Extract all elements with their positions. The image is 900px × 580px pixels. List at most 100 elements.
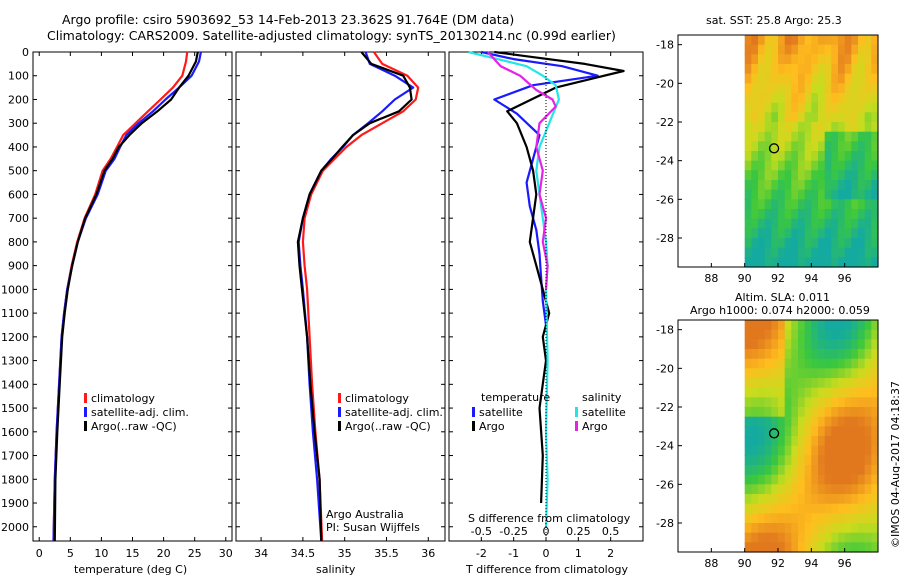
- sst-map-cell: [778, 238, 786, 249]
- sla-map-cell: [838, 368, 846, 379]
- sla-map-cell: [798, 339, 806, 350]
- sla-map-cell: [764, 387, 772, 398]
- sla-map-cell: [771, 542, 779, 553]
- temperature-legend-label: Argo(..raw -QC): [91, 420, 177, 433]
- sst-map-cell: [831, 64, 839, 75]
- sla-map-cell: [758, 465, 766, 476]
- sst-map-cell: [758, 54, 766, 65]
- sla-map-cell: [798, 349, 806, 360]
- sst-map-ytick-label: -22: [656, 116, 674, 129]
- sla-map-cell: [804, 339, 812, 350]
- sla-map-cell: [864, 455, 872, 466]
- sst-map-cell: [751, 209, 759, 220]
- sla-map-cell: [871, 465, 879, 476]
- differences-xtick-label: 2: [607, 547, 614, 560]
- sla-map-cell: [791, 484, 799, 495]
- sst-map-cell: [858, 131, 866, 142]
- sst-map-cell: [824, 151, 832, 162]
- depth-tick-label: 0: [22, 46, 29, 59]
- sla-map-cell: [838, 358, 846, 369]
- sst-map-cell: [744, 54, 752, 65]
- sla-map-cell: [791, 358, 799, 369]
- sst-map-cell: [824, 64, 832, 75]
- diff-temperature-legend-swatch: [472, 407, 475, 417]
- sla-map-cell: [778, 494, 786, 505]
- sst-map-cell: [764, 257, 772, 268]
- sla-map-cell: [744, 503, 752, 514]
- sst-map-cell: [778, 83, 786, 94]
- sla-map-cell: [764, 320, 772, 331]
- sla-map-cell: [758, 329, 766, 340]
- sst-map-cell: [804, 93, 812, 104]
- sla-map-cell: [784, 329, 792, 340]
- sst-map-cell: [798, 54, 806, 65]
- sst-map-cell: [864, 83, 872, 94]
- sla-map-cell: [851, 455, 859, 466]
- sla-map-cell: [744, 387, 752, 398]
- sla-map-cell: [758, 474, 766, 485]
- sst-map-cell: [751, 44, 759, 55]
- sla-map-cell: [771, 513, 779, 524]
- sla-map-cell: [751, 465, 759, 476]
- sla-map-cell: [751, 407, 759, 418]
- sst-map-cell: [871, 112, 879, 123]
- sst-map-cell: [791, 112, 799, 123]
- temperature-xtick-label: 20: [157, 547, 171, 560]
- sla-map-cell: [818, 513, 826, 524]
- sla-map-cell: [758, 494, 766, 505]
- sla-map-cell: [864, 416, 872, 427]
- temperature-xtick-label: 30: [219, 547, 233, 560]
- sst-map-cell: [864, 112, 872, 123]
- sla-map-cell: [831, 436, 839, 447]
- sst-map-cell: [784, 180, 792, 191]
- credit-label: ©IMOS 04-Aug-2017 04:18:37: [889, 381, 900, 548]
- sst-map-cell: [744, 122, 752, 133]
- sst-map-cell: [844, 160, 852, 171]
- sla-map-cell: [804, 494, 812, 505]
- sla-map-cell: [764, 523, 772, 534]
- diff-salinity-legend-swatch: [575, 421, 578, 431]
- sla-map-cell: [838, 339, 846, 350]
- sla-map-cell: [798, 455, 806, 466]
- temperature-xlabel: temperature (deg C): [74, 563, 188, 576]
- sla-map-cell: [858, 523, 866, 534]
- depth-tick-label: 1000: [1, 283, 29, 296]
- salinity-xtick-label: 36: [421, 547, 435, 560]
- sla-map-cell: [764, 513, 772, 524]
- sst-map-cell: [751, 35, 759, 46]
- sst-map-cell: [798, 35, 806, 46]
- sla-map-cell: [824, 532, 832, 543]
- sst-map-cell: [844, 189, 852, 200]
- sla-map-cell: [771, 436, 779, 447]
- diff-salinity-legend-label: satellite: [582, 406, 626, 419]
- sla-map-cell: [744, 532, 752, 543]
- depth-tick-label: 1900: [1, 497, 29, 510]
- sla-map-cell: [838, 407, 846, 418]
- sst-map-cell: [791, 35, 799, 46]
- sla-map-cell: [811, 368, 819, 379]
- sst-map-cell: [831, 54, 839, 65]
- sst-map-cell: [818, 247, 826, 258]
- sst-map-cell: [838, 238, 846, 249]
- temperature-xtick-label: 25: [188, 547, 202, 560]
- sst-map-cell: [838, 228, 846, 239]
- sst-map-cell: [858, 83, 866, 94]
- sla-map-cell: [784, 445, 792, 456]
- sla-map-cell: [871, 455, 879, 466]
- sla-map-cell: [771, 397, 779, 408]
- sla-map-cell: [778, 513, 786, 524]
- sst-map-cell: [864, 247, 872, 258]
- sla-map-cell: [851, 436, 859, 447]
- temperature-legend-swatch: [84, 393, 87, 403]
- sla-map-cell: [824, 426, 832, 437]
- diff-legend-title-temperature: temperature: [481, 391, 550, 404]
- sst-map-cell: [811, 257, 819, 268]
- sla-map-cell: [778, 378, 786, 389]
- sst-map-cell: [838, 189, 846, 200]
- sla-map-cell: [864, 532, 872, 543]
- sla-map-cell: [871, 474, 879, 485]
- sst-map-cell: [871, 102, 879, 113]
- sla-map-cell: [771, 387, 779, 398]
- salinity-xtick-label: 34: [254, 547, 268, 560]
- sst-map-cell: [804, 228, 812, 239]
